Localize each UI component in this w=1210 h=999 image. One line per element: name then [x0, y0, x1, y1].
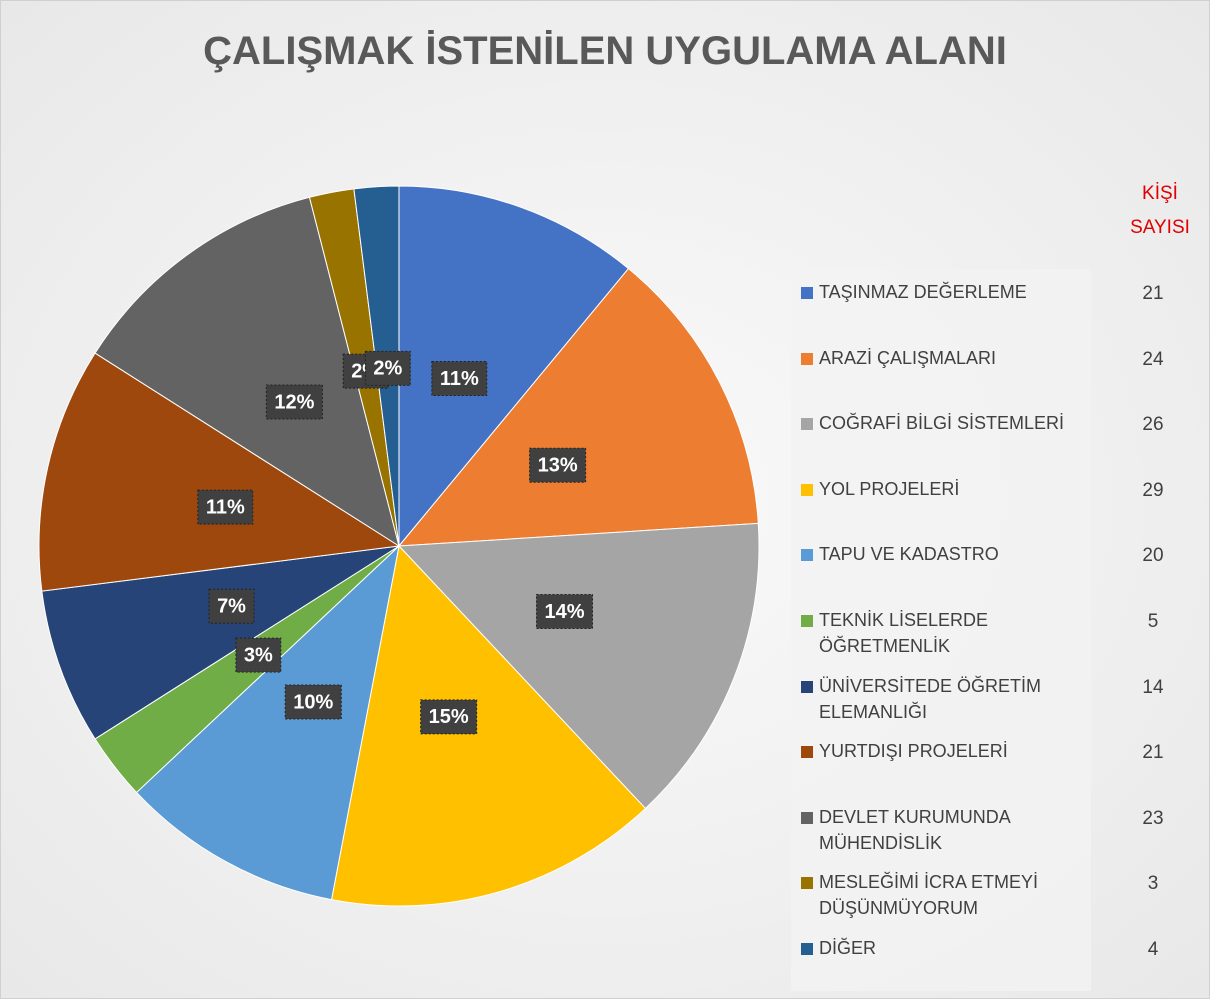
count-value: 21 [1142, 283, 1164, 304]
legend-label: DİĞER [819, 938, 877, 958]
data-label-box [420, 699, 478, 735]
data-label-box [197, 489, 254, 525]
data-label: 12% [265, 384, 323, 420]
data-label-box [535, 594, 594, 630]
count-value: 26 [1142, 414, 1164, 436]
legend-swatch [801, 287, 813, 299]
data-label-box [265, 384, 323, 420]
legend-label: ÜNİVERSİTEDE ÖĞRETİM ELEMANLIĞI [819, 675, 1042, 722]
data-label: 3% [235, 637, 282, 673]
count-value: 14 [1142, 676, 1164, 698]
pie-slice [41, 545, 400, 740]
data-label-text: 11% [440, 368, 479, 390]
pie-slice [38, 352, 401, 592]
legend-item: ÜNİVERSİTEDE ÖĞRETİM ELEMANLIĞI [801, 673, 1086, 725]
legend-swatch [801, 418, 813, 431]
data-label-box [431, 361, 488, 397]
data-label: 10% [284, 684, 342, 720]
legend-swatch [801, 811, 813, 824]
data-label-text: 11% [206, 496, 245, 518]
pie-slice [397, 267, 759, 547]
pie-slice [398, 185, 630, 548]
data-label: 13% [529, 447, 587, 483]
legend-swatch [801, 877, 813, 890]
data-label-box [364, 350, 411, 386]
legend-item: MESLEĞİMİ İCRA ETMEYİ DÜŞÜNMÜYORUM [801, 869, 1086, 921]
legend-item: YOL PROJELERİ [801, 476, 1086, 502]
data-label-box [284, 684, 342, 720]
pie-slice [135, 544, 400, 901]
legend-label: ARAZİ ÇALIŞMALARI [819, 347, 997, 368]
legend-item: ARAZİ ÇALIŞMALARI [801, 345, 1086, 371]
count-value: 3 [1147, 873, 1159, 895]
data-label-text: 2% [373, 358, 402, 380]
data-label-box [529, 447, 587, 483]
legend-label: COĞRAFİ BİLGİ SİSTEMLERİ [819, 413, 1065, 434]
data-label: 11% [431, 361, 488, 397]
legend [791, 269, 1091, 991]
count-header: KİŞİ SAYISI [1130, 183, 1190, 238]
data-label-text: 10% [293, 691, 333, 713]
legend-label: TEKNİK LİSELERDE ÖĞRETMENLİK [819, 610, 989, 656]
count-value: 4 [1147, 939, 1159, 960]
data-label: 7% [208, 588, 255, 624]
legend-label: TAŞINMAZ DEĞERLEME [819, 282, 1027, 302]
legend-item: DEVLET KURUMUNDA MÜHENDİSLİK [801, 804, 1086, 856]
legend-swatch [801, 680, 813, 693]
count-value: 5 [1147, 611, 1159, 632]
legend-label: DEVLET KURUMUNDA MÜHENDİSLİK [819, 806, 1010, 853]
legend-swatch [801, 549, 813, 562]
legend-item: TEKNİK LİSELERDE ÖĞRETMENLİK [801, 607, 1086, 659]
data-label-box [235, 637, 282, 673]
legend-label: YOL PROJELERİ [819, 478, 960, 499]
data-label-box [208, 588, 255, 624]
count-value: 29 [1142, 479, 1164, 501]
data-label-text: 13% [538, 454, 578, 476]
chart-title: ÇALIŞMAK İSTENİLEN UYGULAMA ALANI [203, 29, 1007, 73]
data-label-text: 3% [244, 644, 273, 666]
data-label-text: 7% [217, 596, 246, 618]
legend-item: TAPU VE KADASTRO [801, 541, 1086, 567]
data-label-text: 12% [274, 391, 314, 413]
legend-item: YURTDIŞI PROJELERİ [801, 738, 1086, 764]
legend-item: DİĞER [801, 935, 1086, 961]
legend-swatch [801, 615, 813, 627]
legend-swatch [801, 483, 813, 496]
data-label-text: 14% [544, 601, 584, 623]
legend-item: COĞRAFİ BİLGİ SİSTEMLERİ [801, 410, 1086, 436]
legend-label: MESLEĞİMİ İCRA ETMEYİ DÜŞÜNMÜYORUM [819, 872, 1039, 919]
data-label: 14% [535, 594, 594, 630]
pie-slice [397, 522, 760, 810]
count-value: 21 [1142, 742, 1164, 764]
legend-swatch [801, 943, 813, 955]
data-label: 11% [197, 489, 254, 525]
legend-label: YURTDIŞI PROJELERİ [819, 741, 1008, 762]
pie-slice [94, 196, 400, 548]
legend-swatch [801, 352, 813, 365]
count-value: 20 [1142, 545, 1164, 567]
legend-label: TAPU VE KADASTRO [819, 544, 999, 565]
data-label-text: 15% [429, 706, 469, 728]
count-value: 23 [1142, 807, 1164, 829]
legend-item: TAŞINMAZ DEĞERLEME [801, 279, 1086, 305]
pie-slice [330, 544, 647, 907]
data-label: 2% [364, 350, 411, 386]
legend-swatch [801, 746, 813, 759]
count-value: 24 [1142, 348, 1164, 370]
data-label: 15% [420, 699, 478, 735]
